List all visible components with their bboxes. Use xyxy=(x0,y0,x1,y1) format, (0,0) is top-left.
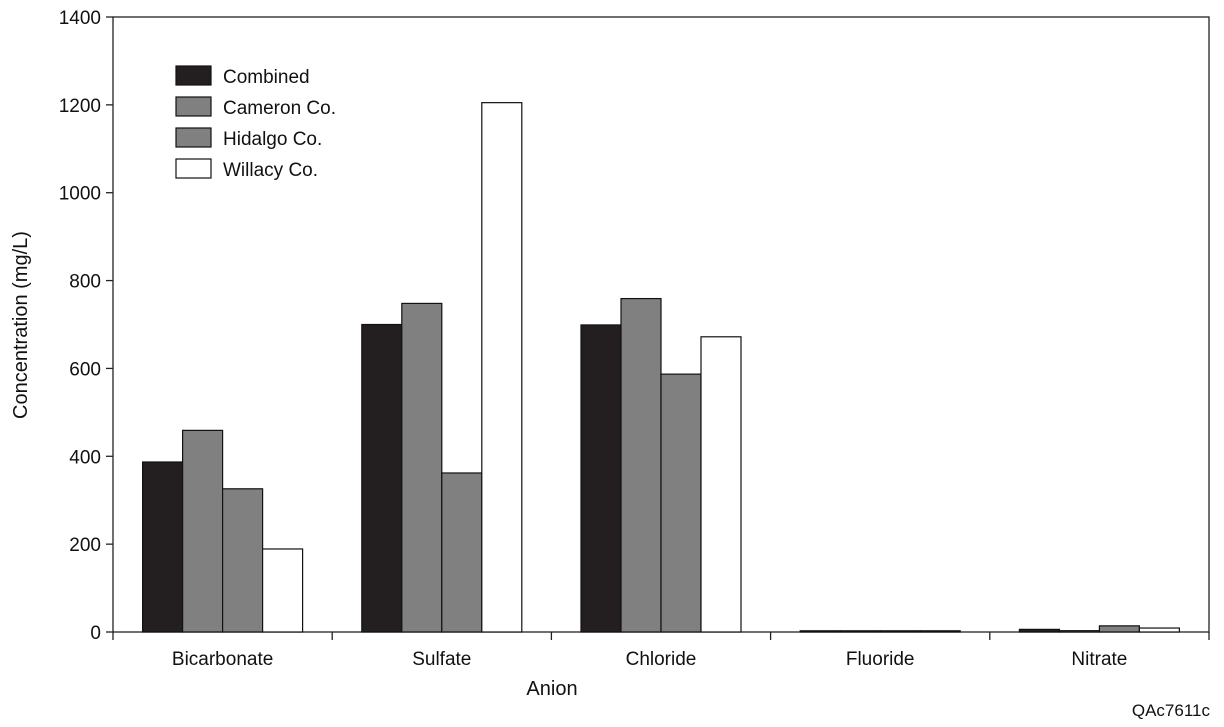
bar-willacy-co-chloride xyxy=(700,336,742,633)
bar-willacy-co-nitrate xyxy=(1138,627,1181,633)
bar-cameron-co-nitrate xyxy=(1058,630,1101,633)
bar-cameron-co-bicarbonate xyxy=(182,429,224,633)
legend-label: Cameron Co. xyxy=(223,98,336,119)
bar-combined-sulfate xyxy=(361,323,403,633)
x-axis-title: Anion xyxy=(526,678,577,700)
bar-cameron-co-chloride xyxy=(620,297,662,633)
y-axis-title: Concentration (mg/L) xyxy=(10,231,32,419)
figure-id-label: QAc7611c xyxy=(1132,701,1211,720)
y-tick-label: 1200 xyxy=(59,96,101,117)
legend-swatch xyxy=(175,96,212,117)
x-tick-label: Chloride xyxy=(626,649,697,670)
legend-label: Hidalgo Co. xyxy=(223,129,322,150)
bar-cameron-co-sulfate xyxy=(401,302,443,633)
bar-hidalgo-co-fluoride xyxy=(879,630,921,633)
bar-combined-chloride xyxy=(580,324,622,633)
bar-willacy-co-bicarbonate xyxy=(262,548,304,633)
x-tick-label: Sulfate xyxy=(412,649,471,670)
x-tick-label: Fluoride xyxy=(846,649,915,670)
legend-swatch xyxy=(175,158,212,179)
y-tick-label: 1000 xyxy=(59,184,101,205)
bars xyxy=(142,102,1181,633)
y-tick-label: 600 xyxy=(69,359,101,380)
bar-willacy-co-fluoride xyxy=(919,630,961,633)
x-tick-label: Bicarbonate xyxy=(172,649,273,670)
bar-hidalgo-co-nitrate xyxy=(1098,625,1141,633)
legend-swatch xyxy=(175,65,212,86)
legend-swatch xyxy=(175,127,212,148)
y-tick-label: 1400 xyxy=(59,8,101,29)
y-tick-label: 0 xyxy=(90,623,101,644)
bar-cameron-co-fluoride xyxy=(839,630,881,633)
x-tick-label: Nitrate xyxy=(1071,649,1127,670)
legend-label: Willacy Co. xyxy=(223,160,318,181)
bar-hidalgo-co-sulfate xyxy=(441,472,483,633)
y-tick-label: 800 xyxy=(69,272,101,293)
legend-label: Combined xyxy=(223,67,310,88)
bar-hidalgo-co-bicarbonate xyxy=(222,488,264,633)
y-tick-label: 400 xyxy=(69,447,101,468)
bar-combined-bicarbonate xyxy=(142,461,184,633)
bar-combined-nitrate xyxy=(1018,628,1061,633)
bar-hidalgo-co-chloride xyxy=(660,373,702,633)
bar-combined-fluoride xyxy=(799,630,841,633)
y-tick-label: 200 xyxy=(69,535,101,556)
legend: Combined Cameron Co. Hidalgo Co. Willacy Co… xyxy=(175,65,336,181)
bar-willacy-co-sulfate xyxy=(481,102,523,633)
axes: 0 200 400 600 800 1000 1200 1400 Bicarbonate Sulf… xyxy=(59,8,1210,670)
